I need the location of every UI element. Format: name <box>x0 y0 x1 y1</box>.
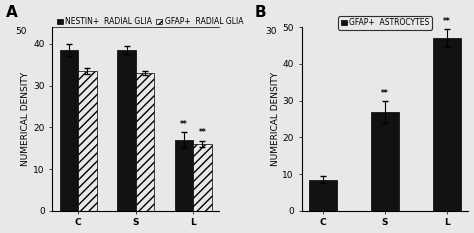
Bar <box>136 73 154 211</box>
Legend: GFAP+  ASTROCYTES: GFAP+ ASTROCYTES <box>338 16 432 30</box>
Text: **: ** <box>443 17 451 26</box>
Text: **: ** <box>180 120 188 129</box>
Bar <box>371 112 399 211</box>
Legend: NESTIN+  RADIAL GLIA, GFAP+  RADIAL GLIA: NESTIN+ RADIAL GLIA, GFAP+ RADIAL GLIA <box>56 16 244 27</box>
Text: **: ** <box>381 89 389 98</box>
Bar <box>309 180 337 211</box>
Text: **: ** <box>199 128 206 137</box>
Y-axis label: NUMERICAL DENSITY: NUMERICAL DENSITY <box>271 72 280 166</box>
Y-axis label: NUMERICAL DENSITY: NUMERICAL DENSITY <box>21 72 30 166</box>
Bar <box>78 71 97 211</box>
Bar <box>433 38 461 211</box>
Text: A: A <box>6 5 18 20</box>
Bar <box>60 50 78 211</box>
Text: 50: 50 <box>16 27 27 36</box>
Text: 30: 30 <box>265 27 276 36</box>
Bar <box>175 140 193 211</box>
Bar <box>118 50 136 211</box>
Bar <box>193 144 211 211</box>
Text: B: B <box>255 5 266 20</box>
